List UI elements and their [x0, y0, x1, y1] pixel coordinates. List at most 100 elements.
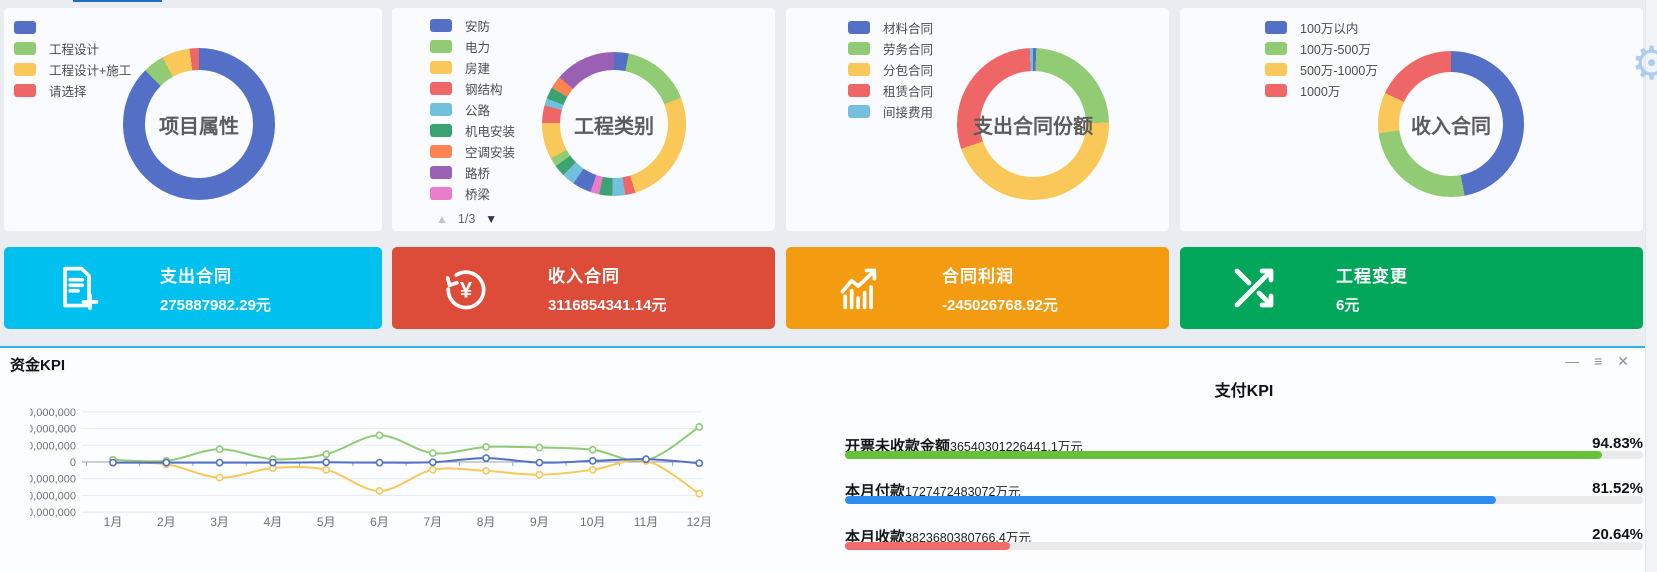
- legend-item[interactable]: 电力: [430, 39, 490, 55]
- data-point[interactable]: [695, 459, 704, 467]
- data-point[interactable]: [695, 489, 704, 498]
- progress-bar-fill: [845, 451, 1602, 459]
- legend-item[interactable]: 空调安装: [430, 144, 515, 160]
- y-axis-label: 30,000,000: [30, 440, 76, 452]
- data-point[interactable]: [162, 458, 171, 467]
- progress-bar-fill: [845, 542, 1010, 550]
- legend-swatch: [1265, 84, 1287, 97]
- data-point[interactable]: [428, 449, 437, 457]
- scrollbar[interactable]: [1645, 0, 1657, 572]
- data-point[interactable]: [482, 443, 490, 451]
- legend-page-down-icon[interactable]: ▼: [485, 212, 498, 226]
- menu-icon[interactable]: ≡: [1594, 353, 1603, 369]
- legend-swatch: [848, 63, 870, 76]
- data-point[interactable]: [428, 465, 437, 474]
- data-point[interactable]: [482, 454, 490, 462]
- data-point[interactable]: [215, 458, 224, 467]
- legend-item[interactable]: 租赁合同: [848, 83, 933, 99]
- data-point[interactable]: [535, 443, 544, 452]
- data-point[interactable]: [588, 465, 597, 474]
- minimize-icon[interactable]: —: [1565, 353, 1580, 369]
- fund-kpi-panel: 资金KPI — ≡ ✕ 90,000,000 60,000,000 30,000,0…: [0, 346, 1645, 572]
- legend-item[interactable]: 100万以内: [1265, 20, 1358, 36]
- donut-title: 工程类别: [574, 115, 654, 138]
- payment-kpi-section: 支付KPI 开票未收款金额 36540301226441.1万元 94.83% 本月付…: [845, 377, 1643, 572]
- donut-chart[interactable]: 收入合同: [1378, 51, 1524, 197]
- legend-label: 机电安装: [465, 125, 516, 139]
- legend-item[interactable]: 请选择: [14, 83, 87, 99]
- fund-line-chart[interactable]: 90,000,000 60,000,000 30,000,000 0 -30,000,0…: [30, 395, 730, 537]
- data-point[interactable]: [109, 458, 117, 467]
- payment-kpi-title: 支付KPI: [1214, 383, 1274, 400]
- legend-item[interactable]: 桥梁: [430, 186, 491, 202]
- y-axis-label: -90,000,000: [30, 507, 76, 519]
- payment-kpi-amount: 1727472483072万元: [905, 485, 1021, 499]
- donut-chart[interactable]: 支出合同份额: [957, 48, 1109, 200]
- legend-item[interactable]: 分包合同: [848, 62, 933, 78]
- gear-icon[interactable]: ⚙: [1631, 37, 1657, 89]
- kpi-card-title: 支出合同: [160, 266, 232, 286]
- legend-pagination: ▲ 1/3 ▼: [436, 212, 497, 226]
- data-point[interactable]: [268, 458, 277, 467]
- legend-swatch: [14, 21, 36, 34]
- legend-item[interactable]: 1000万: [1265, 83, 1340, 99]
- data-point[interactable]: [535, 470, 544, 479]
- x-axis-label: 8月: [477, 515, 496, 529]
- progress-bar-fill: [845, 496, 1496, 504]
- legend-label: 工程设计: [49, 43, 100, 57]
- data-point[interactable]: [375, 431, 384, 440]
- data-point[interactable]: [215, 445, 224, 454]
- legend-label: 安防: [465, 20, 491, 34]
- y-axis-label: 90,000,000: [30, 407, 76, 419]
- data-point[interactable]: [642, 455, 650, 464]
- legend-label: 间接费用: [883, 106, 934, 120]
- series-line-0[interactable]: [112, 426, 700, 463]
- legend-item[interactable]: 100万-500万: [1265, 41, 1371, 57]
- legend-label: 桥梁: [465, 188, 491, 202]
- legend-item[interactable]: [14, 20, 49, 35]
- legend-item[interactable]: 钢结构: [430, 81, 503, 97]
- y-axis-label: -30,000,000: [30, 474, 76, 486]
- legend-item[interactable]: 路桥: [430, 165, 490, 181]
- data-point[interactable]: [428, 458, 437, 467]
- payment-kpi-name: 本月付款: [845, 483, 906, 500]
- data-point[interactable]: [215, 473, 224, 482]
- legend-item[interactable]: 安防: [430, 18, 491, 34]
- legend-item[interactable]: 劳务合同: [848, 41, 933, 57]
- legend-item[interactable]: 500万-1000万: [1265, 62, 1378, 78]
- data-point[interactable]: [375, 458, 384, 467]
- y-axis-label: 60,000,000: [30, 424, 76, 436]
- data-point[interactable]: [375, 487, 384, 495]
- legend-item[interactable]: 公路: [430, 102, 490, 118]
- close-icon[interactable]: ✕: [1617, 353, 1629, 369]
- donut-chart[interactable]: 项目属性: [123, 48, 275, 200]
- data-point[interactable]: [535, 458, 544, 467]
- data-point[interactable]: [482, 467, 490, 475]
- legend-item[interactable]: 机电安装: [430, 123, 516, 139]
- legend-swatch: [1265, 21, 1287, 34]
- donut-chart[interactable]: 工程类别: [542, 52, 686, 196]
- data-point[interactable]: [322, 458, 331, 467]
- data-point[interactable]: [322, 465, 331, 474]
- legend-item[interactable]: 工程设计+施工: [14, 62, 131, 78]
- legend-item[interactable]: 间接费用: [848, 104, 934, 120]
- x-axis-label: 9月: [530, 515, 549, 529]
- data-point[interactable]: [588, 445, 597, 454]
- data-point[interactable]: [322, 450, 331, 459]
- y-axis-label: 0: [70, 457, 76, 469]
- legend-swatch: [1265, 63, 1287, 76]
- legend-page-up-icon[interactable]: ▲: [436, 212, 448, 226]
- legend-item[interactable]: 材料合同: [848, 20, 933, 36]
- kpi-card-3[interactable]: 合同利润 -245026768.92元: [786, 247, 1169, 329]
- kpi-card-2[interactable]: ¥ 收入合同 3116854341.14元: [392, 247, 775, 329]
- series-line-2[interactable]: [113, 457, 700, 465]
- kpi-card-4[interactable]: 工程变更 6元: [1180, 247, 1643, 329]
- legend-item[interactable]: 工程设计: [14, 41, 100, 57]
- legend-label: 房建: [465, 62, 491, 76]
- data-point[interactable]: [588, 457, 597, 465]
- kpi-card-1[interactable]: 支出合同 275887982.29元: [4, 247, 382, 329]
- data-point[interactable]: [695, 422, 704, 431]
- legend-item[interactable]: 房建: [430, 60, 491, 76]
- donut-hole: 工程类别: [560, 70, 668, 178]
